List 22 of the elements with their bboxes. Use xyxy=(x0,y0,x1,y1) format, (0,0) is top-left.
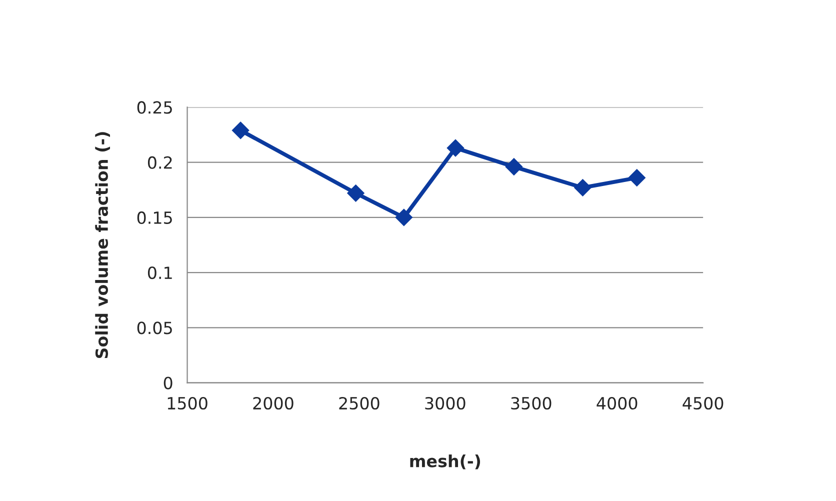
y-axis-title: Solid volume fraction (-) xyxy=(95,132,110,358)
y-tick-label: 0.15 xyxy=(137,211,172,224)
y-tick-label: 0.25 xyxy=(137,101,172,114)
point xyxy=(574,179,592,196)
x-tick-label: 4000 xyxy=(596,396,638,410)
x-tick-label: 3000 xyxy=(425,396,466,410)
x-tick-label: 2500 xyxy=(339,396,380,410)
point xyxy=(628,169,646,186)
x-tick-label: 4500 xyxy=(682,396,724,410)
point xyxy=(505,158,522,176)
point xyxy=(446,139,464,157)
x-tick-label: 2000 xyxy=(253,396,294,410)
y-tick-label: 0.05 xyxy=(137,322,172,334)
y-tick-label: 0 xyxy=(164,376,172,390)
y-tick-label: 0.2 xyxy=(148,156,172,169)
y-tick-label: 0.1 xyxy=(148,266,172,280)
x-tick-label: 1500 xyxy=(168,396,208,410)
point xyxy=(232,122,250,139)
x-tick-label: 3500 xyxy=(511,396,552,410)
point xyxy=(395,208,412,226)
point xyxy=(347,184,364,202)
x-axis-title: mesh(-) xyxy=(410,454,480,470)
